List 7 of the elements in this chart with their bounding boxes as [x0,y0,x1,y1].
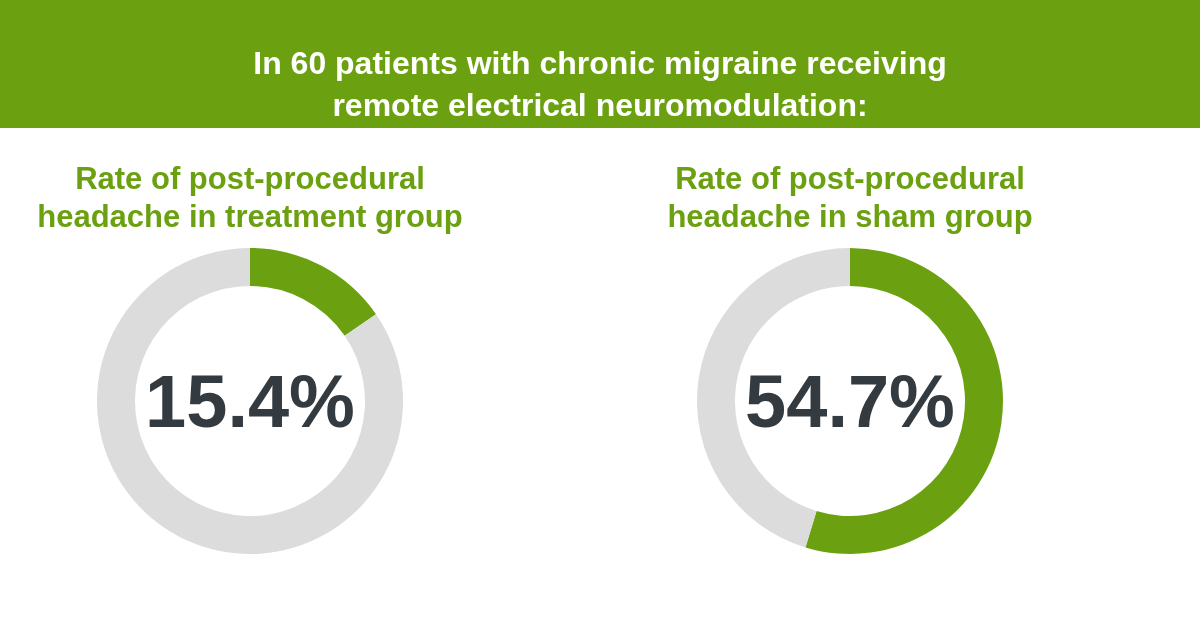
text: In 60 patients with chronic migraine receiving remote electrical neuromodulation: [253,45,947,123]
chart-title: Rate of post-procedural headache in sham group [667,161,1033,234]
data-label: 54.7% [745,360,955,443]
data-label: 15.4% [145,360,355,443]
donut-slice [250,248,376,336]
donut-slice [97,248,403,554]
chart-title: Rate of post-procedural headache in treatment group [37,161,463,234]
